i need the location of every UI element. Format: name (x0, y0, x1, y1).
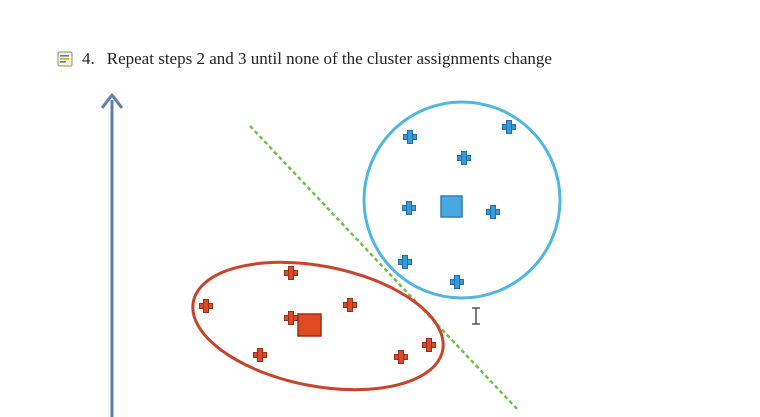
red-point-plus-icon (284, 311, 298, 325)
red-cluster (191, 260, 445, 392)
document-step-line: 4. Repeat steps 2 and 3 until none of th… (57, 46, 552, 72)
red-point-plus-icon (343, 298, 357, 312)
cluster-boundary-line (249, 125, 519, 411)
y-axis-arrow (100, 93, 124, 417)
step-number: 4. (82, 49, 95, 68)
blue-centroid-square-icon (440, 195, 463, 218)
red-centroid-square-icon (297, 313, 322, 337)
step-text: Repeat steps 2 and 3 until none of the c… (106, 49, 552, 68)
blue-point-plus-icon (486, 205, 500, 219)
red-point-plus-icon (284, 266, 298, 280)
red-point-plus-icon (253, 348, 267, 362)
note-icon[interactable] (57, 51, 73, 67)
blue-point-plus-icon (402, 201, 416, 215)
blue-point-plus-icon (457, 151, 471, 165)
blue-point-plus-icon (450, 275, 464, 289)
blue-cluster-boundary (362, 100, 562, 300)
blue-point-plus-icon (398, 255, 412, 269)
red-point-plus-icon (422, 338, 436, 352)
blue-point-plus-icon (502, 120, 516, 134)
ibeam-cursor-icon (470, 307, 482, 325)
blue-point-plus-icon (403, 130, 417, 144)
blue-cluster (362, 100, 562, 300)
red-point-plus-icon (199, 299, 213, 313)
red-point-plus-icon (394, 350, 408, 364)
red-cluster-boundary (191, 260, 445, 392)
